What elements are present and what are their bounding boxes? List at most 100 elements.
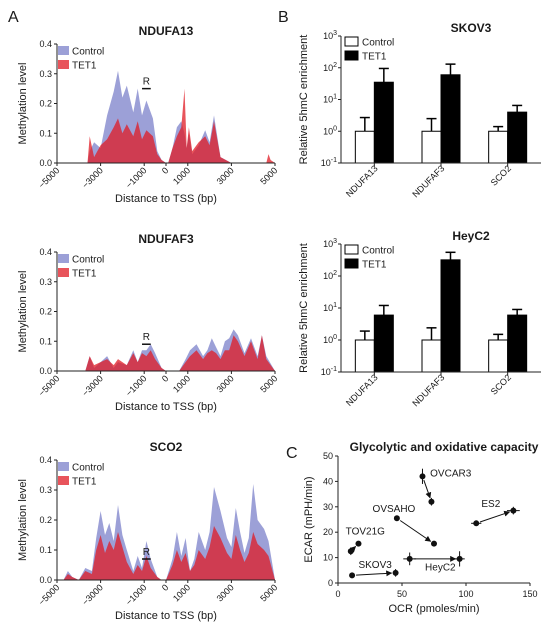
chart-sco2: 0.0 0.1 0.2 0.3 0.4 −5000 −3000 −1000 0 1000 3000 5… xyxy=(17,440,279,622)
legend-label-tet1: TET1 xyxy=(72,269,97,280)
y-tick-label: 0.3 xyxy=(39,69,52,79)
x-tick-label: 1000 xyxy=(171,165,192,186)
panel-label-b: B xyxy=(278,9,289,26)
data-point xyxy=(349,572,356,579)
y-tick-label: 0.3 xyxy=(39,485,52,495)
y-tick-label: 0.2 xyxy=(39,99,52,109)
y-axis-label: Methylation level xyxy=(17,271,29,353)
x-tick-label: −5000 xyxy=(36,373,61,398)
x-tick-label: 0 xyxy=(160,165,171,176)
y-tick-label: 100 xyxy=(323,334,337,345)
y-tick-label: 102 xyxy=(323,62,337,73)
x-tick-label: SCO2 xyxy=(489,372,513,396)
data-point xyxy=(456,555,463,562)
y-axis-label: Relative 5hmC enrichment xyxy=(298,35,310,165)
data-point xyxy=(355,540,362,547)
x-tick-label: −1000 xyxy=(124,582,149,607)
chart-ndufa13: 0.0 0.1 0.2 0.3 0.4 −5000 −3000 −1000 0 1000 3000 5… xyxy=(17,24,279,205)
series-area-tet1 xyxy=(57,335,275,371)
bar-tet1-ndufaf3 xyxy=(440,259,461,373)
data-point xyxy=(419,473,426,480)
chart-title: HeyC2 xyxy=(452,229,490,243)
y-tick-label: 10-1 xyxy=(321,157,337,168)
legend-label-tet1: TET1 xyxy=(72,61,97,72)
y-tick-label: 0.1 xyxy=(39,336,52,346)
y-tick-label: 40 xyxy=(323,476,333,486)
legend-swatch-control xyxy=(344,36,359,47)
y-tick-label: 30 xyxy=(323,502,333,512)
x-tick-label: NDUFA13 xyxy=(344,163,380,199)
legend-label-control: Control xyxy=(362,38,394,49)
data-point xyxy=(473,520,480,527)
legend-swatch-tet1 xyxy=(58,60,69,69)
chart-skov3: NDUFA13 NDUFAF3 SCO2 10-1 100 101 102 103 SKOV3 R… xyxy=(298,21,541,199)
x-tick-label: 5000 xyxy=(258,373,279,394)
x-axis-label: Distance to TSS (bp) xyxy=(115,401,217,413)
data-point xyxy=(431,540,437,547)
legend-swatch-tet1 xyxy=(58,268,69,277)
x-tick-label: 1000 xyxy=(171,582,192,603)
data-point xyxy=(393,515,400,522)
y-tick-label: 0.2 xyxy=(39,307,52,317)
x-tick-label: 0 xyxy=(335,589,340,599)
region-label: R xyxy=(143,77,150,88)
legend-label-tet1: TET1 xyxy=(362,52,387,63)
data-point xyxy=(428,498,435,505)
chart-title: NDUFA13 xyxy=(139,24,194,38)
x-tick-label: 50 xyxy=(397,589,407,599)
y-tick-label: 100 xyxy=(323,125,337,136)
panel-label-c: C xyxy=(286,445,298,462)
x-tick-label: 1000 xyxy=(171,373,192,394)
chart-title: Glycolytic and oxidative capacity xyxy=(350,440,539,454)
y-tick-label: 103 xyxy=(323,238,337,249)
bar-tet1-ndufa13 xyxy=(373,81,394,164)
series-area-tet1 xyxy=(57,88,275,163)
x-tick-label: −1000 xyxy=(124,373,149,398)
x-tick-label: 100 xyxy=(458,589,473,599)
bar-tet1-ndufaf3 xyxy=(440,74,461,164)
bar-tet1-sco2 xyxy=(507,111,528,164)
bar-control-ndufaf3 xyxy=(421,339,442,373)
y-tick-label: 20 xyxy=(323,527,333,537)
y-tick-label: 101 xyxy=(323,94,337,105)
y-tick-label: 0.2 xyxy=(39,515,52,525)
y-tick-label: 103 xyxy=(323,30,337,41)
x-tick-label: 3000 xyxy=(215,582,236,603)
point-label: TOV21G xyxy=(346,527,385,538)
y-tick-label: 102 xyxy=(323,270,337,281)
x-axis-label: Distance to TSS (bp) xyxy=(115,193,217,205)
x-tick-label: NDUFAF3 xyxy=(410,163,446,199)
chart-heyc2: NDUFA13 NDUFAF3 SCO2 10-1 100 101 102 103 HeyC2 R… xyxy=(298,229,541,408)
y-tick-label: 0 xyxy=(328,578,333,588)
y-axis-label: Methylation level xyxy=(17,63,29,145)
x-tick-label: −3000 xyxy=(80,373,105,398)
y-axis-label: ECAR (mPH/min) xyxy=(303,476,315,562)
legend-swatch-tet1 xyxy=(344,50,359,61)
data-point xyxy=(406,555,413,562)
legend-swatch-control xyxy=(344,244,359,255)
y-axis-label: Methylation level xyxy=(17,479,29,561)
shift-arrow xyxy=(399,520,432,542)
x-tick-label: 0 xyxy=(160,373,171,384)
chart-title: SCO2 xyxy=(150,440,183,454)
shift-arrow xyxy=(356,570,393,577)
legend-label-tet1: TET1 xyxy=(72,477,97,488)
x-tick-label: −5000 xyxy=(36,582,61,607)
legend-swatch-tet1 xyxy=(344,258,359,269)
y-tick-label: 0.4 xyxy=(39,455,52,465)
x-axis-label: Distance to TSS (bp) xyxy=(115,610,217,622)
y-tick-label: 0.3 xyxy=(39,277,52,287)
x-tick-label: −1000 xyxy=(124,165,149,190)
region-label: R xyxy=(143,547,150,558)
point-label: OVCAR3 xyxy=(430,468,472,479)
y-tick-label: 101 xyxy=(323,302,337,313)
bar-control-ndufaf3 xyxy=(421,130,442,164)
x-tick-label: −3000 xyxy=(80,582,105,607)
x-tick-label: 3000 xyxy=(215,165,236,186)
chart-glyco: OVCAR3 OVSAHO ES2 TOV21G SKOV3 HeyC2 0 10 20 30 40… xyxy=(303,440,539,615)
legend-label-control: Control xyxy=(362,246,394,257)
data-point xyxy=(347,548,354,555)
bar-control-sco2 xyxy=(488,339,509,373)
legend-swatch-tet1 xyxy=(58,476,69,485)
y-tick-label: 50 xyxy=(323,451,333,461)
